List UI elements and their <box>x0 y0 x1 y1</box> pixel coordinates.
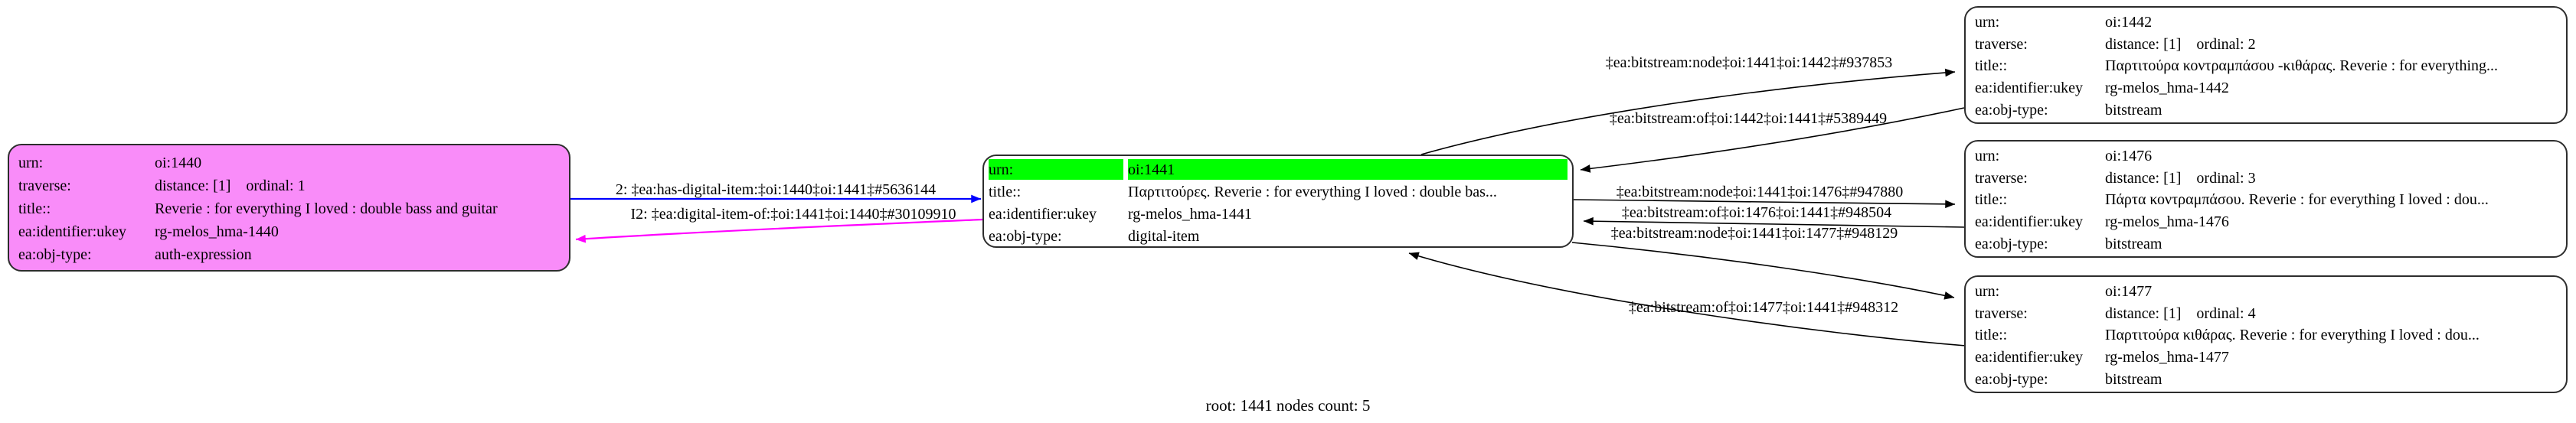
row-value: rg-melos_hma-1476 <box>2105 213 2229 231</box>
graph-node-oi-1441[interactable]: urn: oi:1441 title:: Παρτιτούρες. Reverie … <box>982 155 1574 248</box>
node-row: ea:identifier:ukey rg-melos_hma-1440 <box>18 220 560 243</box>
node-row: urn: oi:1442 <box>1975 11 2557 34</box>
row-label: ea:obj-type: <box>1975 370 2048 388</box>
row-value: distance: [1] ordinal: 4 <box>2105 304 2256 322</box>
row-value: Παρτιτούρα κιθάρας. Reverie : for everyt… <box>2105 327 2480 344</box>
row-value: oi:1477 <box>2105 283 2153 301</box>
row-value: auth-expression <box>155 246 252 263</box>
row-label: traverse: <box>1975 169 2028 187</box>
node-row-highlighted: urn: oi:1441 <box>989 158 1568 181</box>
node-row: ea:identifier:ukey rg-melos_hma-1441 <box>989 203 1568 225</box>
row-value: oi:1441 <box>1128 159 1568 180</box>
node-row: urn: oi:1477 <box>1975 281 2557 303</box>
graph-node-oi-1476[interactable]: urn: oi:1476 traverse: distance: [1] ordin… <box>1964 140 2568 258</box>
node-row: ea:obj-type: auth-expression <box>18 243 560 266</box>
row-label: ea:identifier:ukey <box>1975 80 2084 97</box>
row-value: Reverie : for everything I loved : doubl… <box>155 200 498 217</box>
row-value: distance: [1] ordinal: 2 <box>2105 35 2256 53</box>
row-value: Παρτιτούρα κοντραμπάσου -κιθάρας. Reveri… <box>2105 57 2499 75</box>
row-value: oi:1476 <box>2105 148 2153 165</box>
node-row: title:: Παρτιτούρες. Reverie : for everyt… <box>989 181 1568 203</box>
edge-label-has-digital-item: 2: ‡ea:has-digital-item:‡oi:1440‡oi:1441… <box>615 181 937 198</box>
graph-node-oi-1477[interactable]: urn: oi:1477 traverse: distance: [1] ordin… <box>1964 275 2568 393</box>
row-value: rg-melos_hma-1442 <box>2105 80 2229 97</box>
row-value: rg-melos_hma-1477 <box>2105 349 2229 366</box>
node-row: traverse: distance: [1] ordinal: 4 <box>1975 303 2557 325</box>
row-label: title:: <box>18 200 51 217</box>
row-label: ea:identifier:ukey <box>1975 213 2084 231</box>
node-row: ea:identifier:ukey rg-melos_hma-1476 <box>1975 211 2557 233</box>
node-row: ea:obj-type: digital-item <box>989 225 1568 247</box>
edge-label-bitstream-node-1477: ‡ea:bitstream:node‡oi:1441‡oi:1477‡#9481… <box>1610 225 1898 242</box>
node-row: traverse: distance: [1] ordinal: 2 <box>1975 34 2557 56</box>
row-value: bitstream <box>2105 235 2162 252</box>
row-label: title:: <box>1975 191 2008 209</box>
row-label: traverse: <box>1975 35 2028 53</box>
edge-bitstream-node-1477 <box>1571 242 1955 300</box>
node-row: urn: oi:1440 <box>18 151 560 174</box>
row-value: bitstream <box>2105 370 2162 388</box>
row-label: title:: <box>1975 327 2008 344</box>
row-label: urn: <box>989 159 1123 180</box>
row-label: ea:identifier:ukey <box>1975 349 2084 366</box>
row-label: urn: <box>1975 14 2000 31</box>
node-row: title:: Reverie : for everything I loved … <box>18 197 560 220</box>
edge-label-bitstream-of-1442: ‡ea:bitstream:of‡oi:1442‡oi:1441‡#538944… <box>1609 110 1888 127</box>
row-value: Πάρτα κοντραμπάσου. Reverie : for everyt… <box>2105 191 2489 209</box>
row-label: ea:obj-type: <box>989 227 1062 245</box>
row-label: ea:obj-type: <box>18 246 92 263</box>
row-label: traverse: <box>1975 304 2028 322</box>
node-row: ea:obj-type: bitstream <box>1975 99 2557 121</box>
edge-label-bitstream-node-1476: ‡ea:bitstream:node‡oi:1441‡oi:1476‡#9478… <box>1616 184 1904 200</box>
row-value: rg-melos_hma-1441 <box>1128 205 1252 223</box>
row-value: Παρτιτούρες. Reverie : for everything I … <box>1128 183 1497 200</box>
node-row: ea:identifier:ukey rg-melos_hma-1442 <box>1975 77 2557 99</box>
row-value: distance: [1] ordinal: 3 <box>2105 169 2256 187</box>
row-label: title:: <box>989 183 1022 200</box>
edge-label-bitstream-node-1442: ‡ea:bitstream:node‡oi:1441‡oi:1442‡#9378… <box>1605 54 1893 71</box>
row-label: urn: <box>1975 148 2000 165</box>
node-row: traverse: distance: [1] ordinal: 3 <box>1975 168 2557 190</box>
row-value: oi:1442 <box>2105 14 2153 31</box>
row-value: bitstream <box>2105 101 2162 119</box>
row-label: title:: <box>1975 57 2008 75</box>
edge-label-bitstream-of-1476: ‡ea:bitstream:of‡oi:1476‡oi:1441‡#948504 <box>1621 204 1892 221</box>
row-label: ea:identifier:ukey <box>989 205 1097 223</box>
row-value: distance: [1] ordinal: 1 <box>155 177 306 194</box>
row-label: ea:obj-type: <box>1975 101 2048 119</box>
row-label: urn: <box>1975 283 2000 301</box>
row-value: oi:1440 <box>155 155 202 171</box>
row-label: ea:identifier:ukey <box>18 223 127 240</box>
row-label: traverse: <box>18 177 71 194</box>
node-row: ea:obj-type: bitstream <box>1975 368 2557 390</box>
graph-node-oi-1442[interactable]: urn: oi:1442 traverse: distance: [1] ordin… <box>1964 6 2568 124</box>
graph-caption: root: 1441 nodes count: 5 <box>1205 396 1371 415</box>
node-row: title:: Παρτιτούρα κιθάρας. Reverie : for… <box>1975 324 2557 347</box>
node-row: ea:identifier:ukey rg-melos_hma-1477 <box>1975 347 2557 369</box>
edge-label-digital-item-of: I2: ‡ea:digital-item-of:‡oi:1441‡oi:1440… <box>630 206 956 223</box>
node-row: ea:obj-type: bitstream <box>1975 233 2557 255</box>
row-label: urn: <box>18 155 44 171</box>
node-row: traverse: distance: [1] ordinal: 1 <box>18 174 560 197</box>
row-value: rg-melos_hma-1440 <box>155 223 279 240</box>
node-row: urn: oi:1476 <box>1975 145 2557 168</box>
graph-node-oi-1440[interactable]: urn: oi:1440 traverse: distance: [1] ordin… <box>8 144 570 272</box>
node-row: title:: Πάρτα κοντραμπάσου. Reverie : for… <box>1975 189 2557 211</box>
row-value: digital-item <box>1128 227 1200 245</box>
node-row: title:: Παρτιτούρα κοντραμπάσου -κιθάρας.… <box>1975 55 2557 77</box>
edge-label-bitstream-of-1477: ‡ea:bitstream:of‡oi:1477‡oi:1441‡#948312 <box>1628 299 1899 316</box>
row-label: ea:obj-type: <box>1975 235 2048 252</box>
